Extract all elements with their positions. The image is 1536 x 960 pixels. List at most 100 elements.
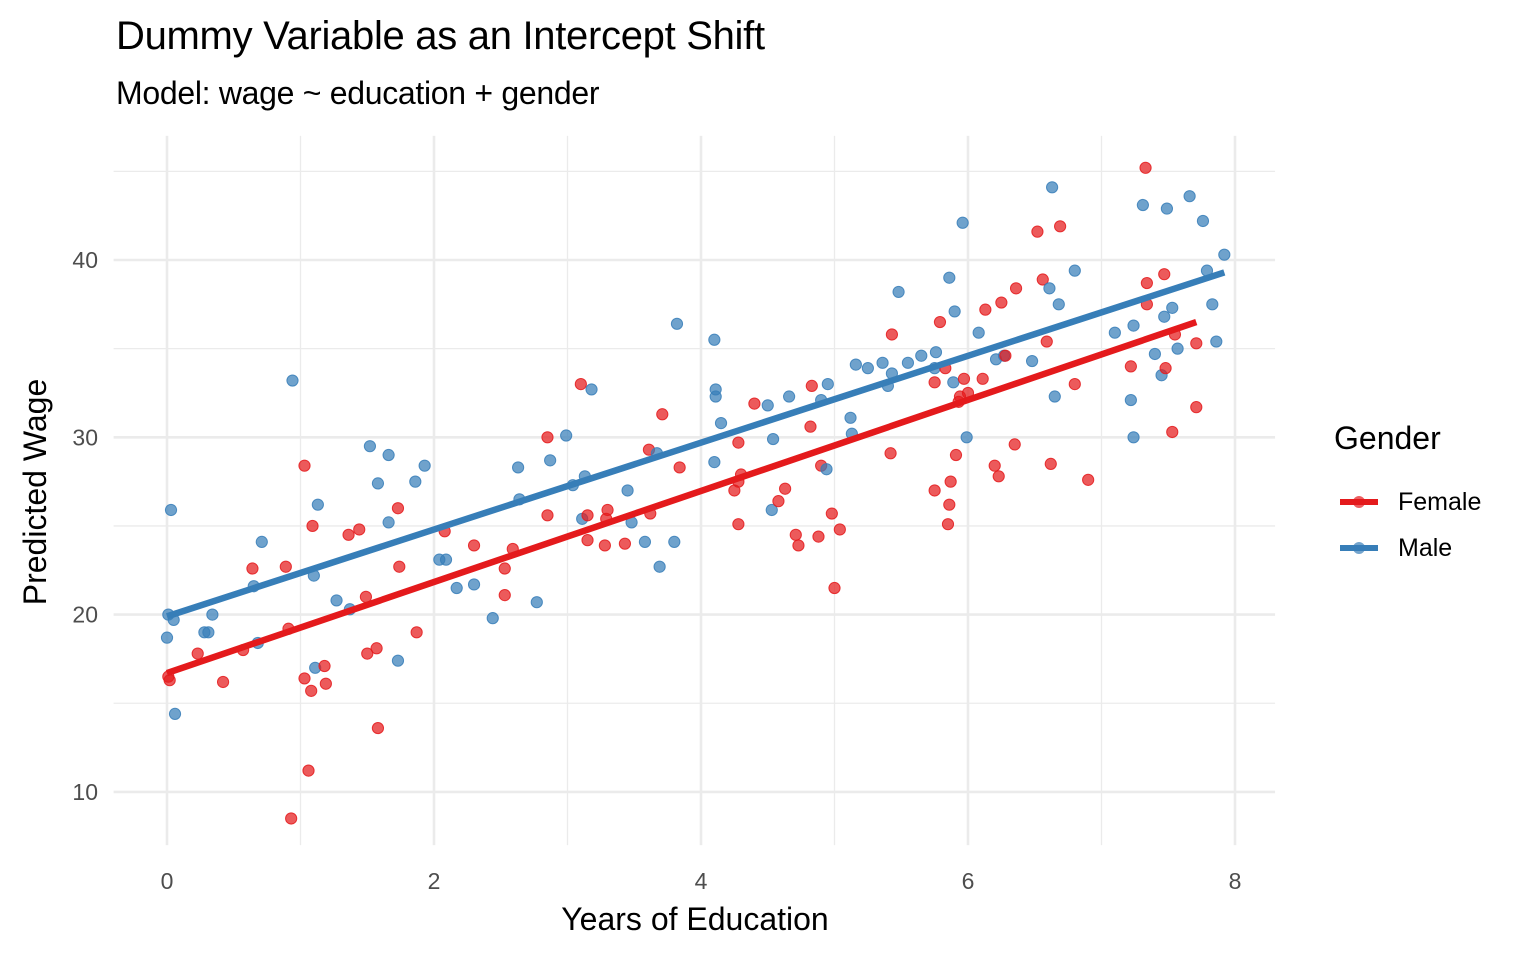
data-point-male: [653, 560, 666, 573]
data-point-male: [821, 378, 834, 391]
data-point-female: [1190, 401, 1203, 414]
data-point-female: [574, 378, 587, 391]
data-point-female: [393, 560, 406, 573]
x-tick-label: 6: [962, 868, 975, 894]
data-point-male: [948, 305, 961, 318]
data-point-female: [805, 379, 818, 392]
data-point-male: [947, 376, 960, 389]
data-point-male: [1068, 264, 1081, 277]
chart-subtitle: Model: wage ~ education + gender: [116, 75, 600, 111]
data-point-male: [1043, 282, 1056, 295]
data-point-female: [732, 518, 745, 531]
data-point-female: [941, 518, 955, 531]
data-point-male: [202, 626, 215, 639]
data-point-male: [621, 484, 634, 497]
legend-item-male: Male: [1334, 525, 1481, 571]
fit-line-female: [165, 318, 1198, 677]
data-point-female: [1190, 337, 1203, 350]
data-point-female: [828, 581, 841, 595]
data-point-male: [943, 271, 956, 284]
data-point-male: [418, 459, 431, 472]
data-point-male: [1183, 190, 1196, 203]
data-point-female: [353, 523, 366, 536]
data-point-female: [792, 539, 805, 552]
data-point-female: [748, 397, 761, 410]
data-point-male: [876, 356, 889, 369]
data-point-female: [319, 677, 332, 690]
data-point-male: [382, 448, 395, 462]
data-point-female: [498, 588, 511, 602]
data-point-female: [928, 376, 941, 389]
y-axis-title: Predicted Wage: [17, 379, 53, 605]
data-point-female: [988, 459, 1001, 472]
data-point-male: [1127, 319, 1140, 332]
data-point-female: [999, 349, 1012, 362]
y-axis-ticks: 10 20 30 40: [72, 247, 98, 805]
data-point-female: [884, 447, 897, 460]
data-point-female: [302, 764, 315, 777]
data-point-female: [772, 495, 785, 508]
data-point-female: [825, 507, 838, 520]
data-point-female: [933, 315, 947, 329]
y-tick-label: 20: [72, 602, 98, 628]
data-point-female: [1036, 273, 1049, 286]
data-point-female: [618, 537, 632, 550]
data-point-female: [361, 647, 374, 660]
data-point-female: [410, 626, 423, 639]
data-point-female: [285, 812, 298, 825]
data-point-male: [544, 454, 557, 467]
fit-lines: [165, 269, 1226, 677]
data-point-male: [486, 612, 499, 625]
y-tick-label: 40: [72, 247, 98, 273]
data-point-female: [298, 459, 311, 472]
data-point-male: [450, 581, 463, 595]
data-point-male: [844, 411, 857, 424]
data-point-female: [279, 560, 292, 573]
data-point-male: [708, 456, 721, 469]
data-point-male: [1158, 310, 1171, 323]
data-point-male: [530, 596, 543, 609]
data-point-female: [1008, 438, 1021, 451]
legend: Gender Female Male: [1334, 420, 1481, 571]
data-point-male: [286, 374, 299, 387]
data-point-male: [956, 216, 969, 229]
data-point-male: [1166, 301, 1179, 314]
data-point-male: [714, 417, 728, 430]
data-point-female: [1139, 161, 1152, 174]
data-point-male: [638, 535, 652, 549]
data-point-female: [1140, 276, 1153, 290]
data-point-female: [541, 431, 554, 444]
data-point-female: [885, 328, 899, 341]
data-point-female: [1031, 225, 1044, 238]
data-point-female: [581, 534, 594, 547]
data-point-male: [1046, 181, 1059, 194]
data-point-female: [1166, 425, 1179, 439]
data-point-female: [370, 642, 383, 655]
legend-label-female: Female: [1398, 487, 1482, 516]
data-point-male: [861, 362, 874, 375]
data-point-female: [306, 519, 319, 533]
legend-item-female: Female: [1334, 479, 1481, 525]
data-point-female: [298, 672, 311, 685]
data-point-male: [783, 390, 796, 403]
data-point-female: [1082, 473, 1095, 486]
data-point-male: [972, 326, 985, 339]
data-point-female: [246, 562, 259, 575]
data-point-male: [560, 429, 573, 442]
data-point-male: [901, 356, 915, 369]
data-point-female: [305, 684, 318, 697]
data-point-female: [216, 675, 230, 689]
data-point-male: [929, 346, 943, 359]
data-point-female: [601, 503, 614, 517]
data-point-male: [1108, 326, 1121, 339]
data-point-female: [957, 372, 971, 385]
data-point-female: [1044, 457, 1057, 470]
data-point-female: [979, 303, 992, 316]
data-point-female: [992, 470, 1005, 483]
data-point-female: [581, 509, 594, 522]
data-point-female: [1054, 220, 1067, 233]
x-tick-label: 0: [161, 868, 174, 894]
data-point-female: [1040, 335, 1053, 348]
data-point-male: [409, 475, 422, 488]
